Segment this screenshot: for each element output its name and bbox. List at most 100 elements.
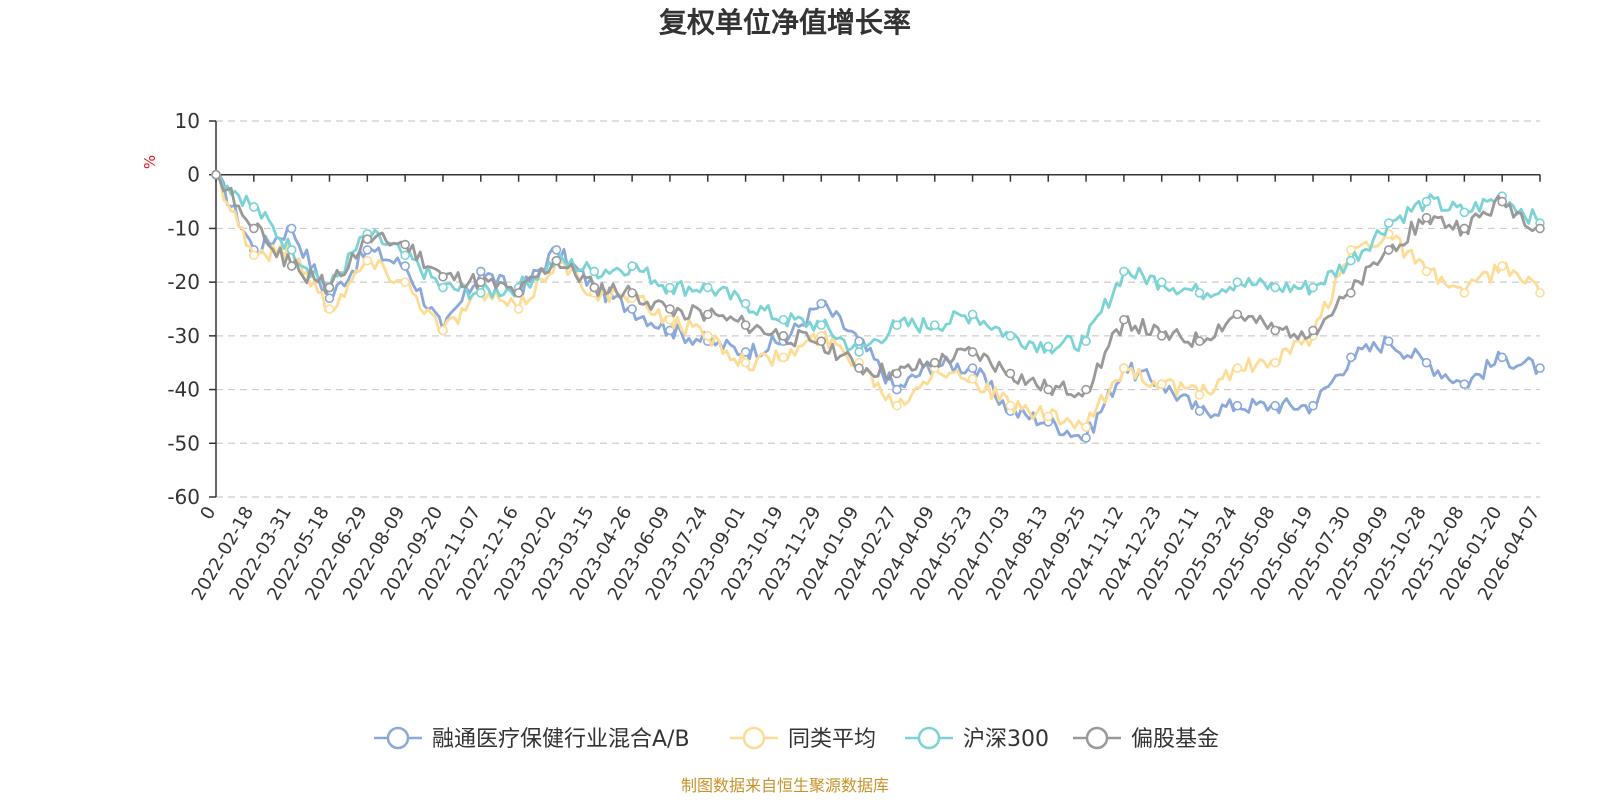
data-point [665,325,675,336]
data-point [475,266,486,277]
data-point [1081,433,1091,443]
data-point [1346,288,1356,298]
y-tick-label: -20 [167,270,200,294]
data-point [1119,266,1129,277]
data-point [892,400,902,411]
data-point [1383,245,1394,255]
data-point [892,384,902,395]
data-point [1156,331,1167,341]
data-point [249,250,259,261]
data-point [967,347,978,357]
data-point [816,336,827,347]
data-point [324,304,335,314]
data-point [1535,363,1545,373]
data-point [324,282,335,293]
data-point [929,320,940,330]
legend[interactable]: 融通医疗保健行业混合A/B 同类平均 沪深300 偏股基金 [374,726,1219,752]
data-point [1043,411,1054,422]
data-point [513,304,524,314]
data-point [854,336,864,347]
data-point [589,282,600,293]
data-point [1421,357,1432,368]
data-point [249,202,259,212]
series-line [214,173,1541,399]
data-point [400,250,410,261]
data-point [627,288,637,298]
data-point [1346,245,1356,255]
y-tick-label: -10 [167,216,200,240]
data-point [362,255,373,266]
data-point [816,320,827,330]
data-point [1119,363,1129,373]
data-point [1156,277,1167,287]
data-point [1005,400,1016,411]
data-point [1308,400,1318,411]
data-source-note: 制图数据来自恒生聚源数据库 [681,776,889,795]
data-point [400,277,410,287]
data-point [513,288,524,298]
data-point [665,304,675,314]
data-point [1081,422,1091,432]
data-point [1459,379,1470,390]
data-point [551,255,562,266]
data-point [1459,288,1470,298]
data-point [1270,282,1280,293]
data-point [627,261,637,271]
legend-item-hs300[interactable]: 沪深300 [905,726,1049,752]
data-point [1308,282,1318,293]
data-point [400,239,410,250]
legend-label: 偏股基金 [1131,727,1219,752]
data-point [1383,336,1394,347]
data-point [1421,196,1432,207]
data-point [1232,400,1243,411]
data-point [967,309,978,320]
legend-item-equity_funds[interactable]: 偏股基金 [1073,726,1219,752]
data-point [1043,384,1054,395]
data-point [1270,357,1280,368]
legend-label: 同类平均 [788,727,876,752]
legend-circle-icon [1085,726,1109,750]
data-point [362,234,373,244]
data-point [1383,218,1394,228]
y-tick-label: -40 [167,378,200,402]
data-point [702,282,713,293]
y-tick-label: 10 [175,109,200,133]
data-point [892,368,902,379]
data-point [1232,309,1243,320]
data-point [1308,325,1318,336]
data-point [211,169,221,180]
data-point [1043,341,1054,352]
legend-item-fund[interactable]: 融通医疗保健行业混合A/B [374,726,690,752]
y-axis-unit-label: % [141,155,159,169]
series-line [215,173,1542,355]
data-point [438,325,448,336]
data-point [1005,368,1016,379]
y-tick-label: -50 [167,431,200,455]
data-point [1232,363,1243,373]
legend-circle-icon [917,726,941,750]
data-point [1270,325,1280,336]
series-lines [211,169,1545,443]
data-point [1459,207,1470,218]
series-line [215,173,1542,430]
data-point [702,309,713,320]
data-point [324,293,335,304]
data-point [1194,288,1205,298]
data-point [1535,288,1545,298]
data-point [1535,223,1545,234]
series-fund [211,169,1545,443]
legend-circle-icon [386,726,410,750]
data-point [740,320,751,330]
data-point [1459,223,1470,234]
data-point [967,374,978,384]
data-point [475,288,486,298]
data-point [1346,255,1356,266]
data-point [627,304,637,314]
legend-label: 融通医疗保健行业混合A/B [432,727,690,752]
data-point [551,245,562,255]
legend-item-peer_avg[interactable]: 同类平均 [730,726,876,752]
data-point [286,245,297,255]
data-point [438,282,448,293]
data-point [286,223,297,234]
